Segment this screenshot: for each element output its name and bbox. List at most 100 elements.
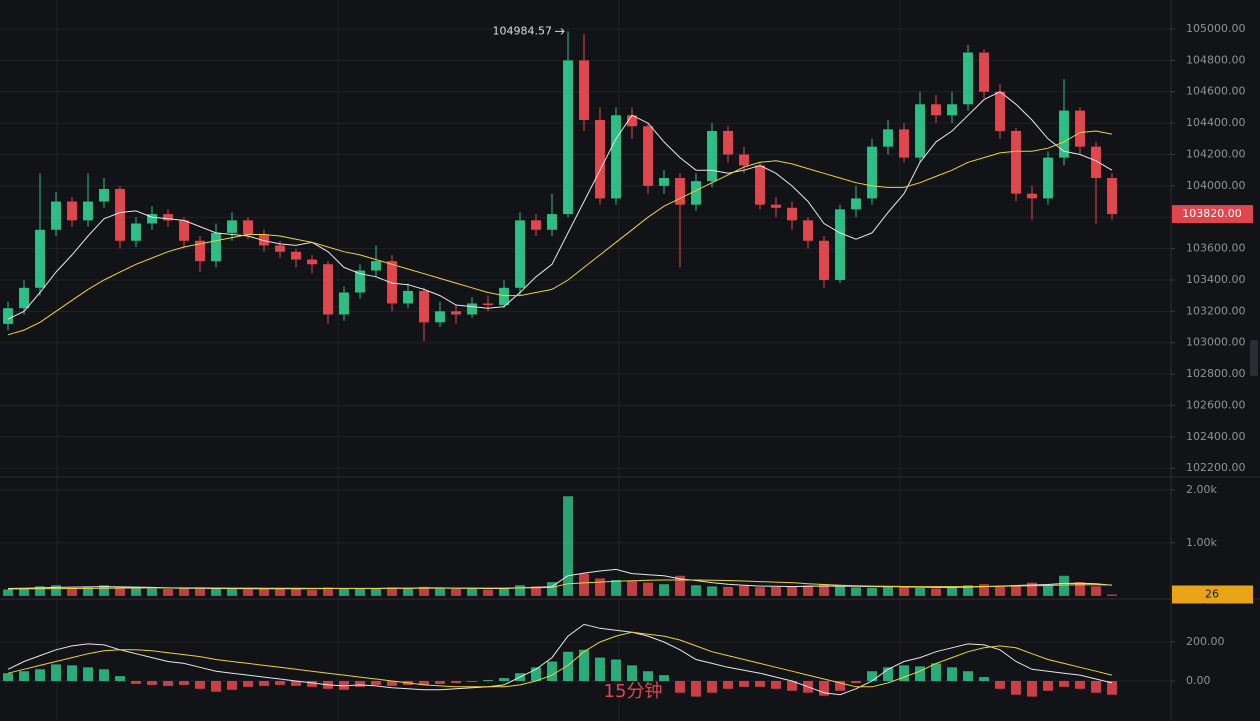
candle-body xyxy=(931,104,941,116)
macd-bar xyxy=(931,663,941,681)
macd-bar xyxy=(195,680,205,689)
volume-bar xyxy=(531,586,541,596)
macd-bar xyxy=(99,669,109,681)
candle-body xyxy=(403,290,413,304)
volume-bar xyxy=(195,587,205,596)
volume-bar xyxy=(595,578,605,596)
y-tick-label: 102400.00 xyxy=(1186,430,1246,443)
candle-body xyxy=(67,201,77,221)
macd-bar xyxy=(1011,680,1021,695)
macd-bar xyxy=(995,680,1005,689)
ma-line xyxy=(7,631,1113,688)
candle-body xyxy=(531,220,541,230)
candle-body xyxy=(867,146,877,199)
volume-bar xyxy=(211,588,221,596)
macd-bar xyxy=(483,680,493,681)
candle-body xyxy=(851,198,861,210)
candle-body xyxy=(1107,178,1117,215)
candle-body xyxy=(771,204,781,208)
candle-body xyxy=(1091,146,1101,179)
volume-bar xyxy=(339,587,349,596)
y-tick-label: 104800.00 xyxy=(1186,53,1246,66)
volume-bar xyxy=(3,589,13,596)
volume-bar xyxy=(835,585,845,596)
candle-body xyxy=(195,240,205,262)
macd-bar xyxy=(547,661,557,681)
candle-body xyxy=(627,115,637,127)
volume-bar xyxy=(691,585,701,596)
candle-body xyxy=(803,220,813,241)
volume-bar xyxy=(99,585,109,596)
volume-bar xyxy=(643,582,653,596)
candle-body xyxy=(499,287,509,306)
volume-bar xyxy=(1027,582,1037,596)
macd-bar xyxy=(147,680,157,685)
candle-body xyxy=(227,220,237,233)
macd-bar xyxy=(3,673,13,681)
volume-bar xyxy=(931,588,941,596)
y-tick-label: 102800.00 xyxy=(1186,367,1246,380)
volume-bar xyxy=(67,587,77,596)
candle-body xyxy=(1075,110,1085,147)
macd-bar xyxy=(531,667,541,681)
volume-bar xyxy=(163,588,173,596)
volume-bar xyxy=(483,589,493,596)
ma-line xyxy=(7,130,1113,336)
macd-bar xyxy=(563,651,573,681)
macd-bar xyxy=(627,665,637,681)
volume-bar xyxy=(499,587,509,596)
macd-bar xyxy=(771,680,781,689)
volume-bar xyxy=(1091,586,1101,596)
macd-bar xyxy=(659,675,669,681)
candle-body xyxy=(787,207,797,221)
candle-body xyxy=(467,303,477,315)
candle-body xyxy=(451,311,461,315)
macd-bar xyxy=(355,680,365,687)
candle-body xyxy=(339,292,349,315)
candle-body xyxy=(131,223,141,241)
candle-body xyxy=(595,119,605,199)
candle-body xyxy=(3,308,13,324)
volume-bar xyxy=(787,586,797,596)
candle-body xyxy=(435,311,445,323)
volume-bar xyxy=(611,579,621,596)
volume-bar xyxy=(243,589,253,596)
macd-bar xyxy=(739,680,749,687)
volume-bar xyxy=(883,586,893,596)
candle-body xyxy=(1011,130,1021,194)
candle-body xyxy=(99,188,109,202)
macd-bar xyxy=(179,680,189,685)
candle-body xyxy=(947,104,957,116)
volume-bar xyxy=(659,584,669,596)
volume-bar xyxy=(291,588,301,596)
candle-body xyxy=(643,126,653,186)
macd-bar xyxy=(243,680,253,687)
candle-body xyxy=(147,214,157,224)
macd-bar xyxy=(963,671,973,681)
macd-bar xyxy=(19,671,29,681)
high-annotation: 104984.57 xyxy=(493,24,553,37)
macd-bar xyxy=(1091,680,1101,693)
macd-bar xyxy=(1027,680,1037,697)
y-tick-label: 103200.00 xyxy=(1186,304,1246,317)
interval-label: 15分钟 xyxy=(604,681,663,702)
candle-body xyxy=(483,303,493,306)
macd-bar xyxy=(35,669,45,681)
macd-bar xyxy=(579,649,589,681)
candle-body xyxy=(211,232,221,262)
macd-bar xyxy=(899,665,909,681)
panel-handle[interactable] xyxy=(1250,340,1258,376)
macd-bar xyxy=(131,680,141,684)
volume-bar xyxy=(819,584,829,596)
last-volume-label: 26 xyxy=(1205,588,1219,601)
macd-bar xyxy=(115,676,125,681)
volume-bar xyxy=(867,587,877,596)
candle-body xyxy=(323,264,333,315)
volume-bar xyxy=(179,587,189,596)
candle-body xyxy=(563,60,573,215)
candle-body xyxy=(19,287,29,309)
volume-bar xyxy=(403,587,413,596)
volume-bar xyxy=(995,585,1005,596)
